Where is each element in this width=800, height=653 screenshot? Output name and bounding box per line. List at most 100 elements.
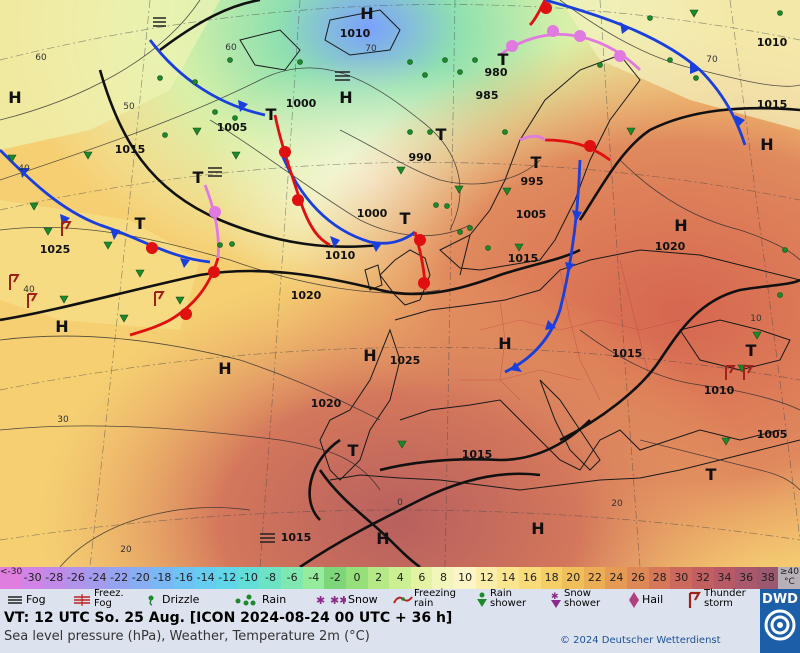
color-scale-cell: 22 xyxy=(583,567,606,589)
color-scale-cell: -6 xyxy=(281,567,304,589)
fog-icon xyxy=(6,593,24,607)
color-scale-cell: 36 xyxy=(735,567,758,589)
color-scale-cell: -24 xyxy=(86,567,109,589)
cold-front xyxy=(278,149,416,245)
graticule xyxy=(0,0,800,567)
map-footer: VT: 12 UTC So. 25 Aug. [ICON 2024-08-24 … xyxy=(0,610,760,653)
pressure-label: 1005 xyxy=(757,428,788,441)
color-scale-cell: 30 xyxy=(670,567,693,589)
color-scale-cell: 10 xyxy=(454,567,477,589)
dwd-logo: DWD xyxy=(760,589,800,653)
legend-hail-label: Hail xyxy=(642,593,664,606)
temperature-contour-label: 10 xyxy=(750,314,762,324)
high-center-label: H xyxy=(339,88,352,107)
occluded-front xyxy=(203,184,220,259)
high-center-label: H xyxy=(218,359,231,378)
thin-isolines xyxy=(0,0,800,567)
color-scale-cell: 24 xyxy=(605,567,628,589)
thick-isobars xyxy=(0,0,800,567)
high-center-label: H xyxy=(363,346,376,365)
temperature-contour-label: 60 xyxy=(225,43,237,53)
drizzle-icon xyxy=(146,593,160,607)
legend-rain-label: Rain xyxy=(262,593,287,606)
color-scale-cell: 12 xyxy=(475,567,498,589)
copyright: © 2024 Deutscher Wetterdienst xyxy=(560,635,721,646)
color-scale-cell: -28 xyxy=(43,567,66,589)
legend-freezing-fog-label: Freez. Fog xyxy=(94,588,124,609)
dwd-swirl-icon xyxy=(764,609,796,641)
shower-symbols xyxy=(7,9,762,449)
high-center-label: H xyxy=(674,216,687,235)
color-scale-cell: 26 xyxy=(627,567,650,589)
pressure-label: 1015 xyxy=(508,252,539,265)
color-scale-cell: 14 xyxy=(497,567,520,589)
legend-thunderstorm-label: Thunder storm xyxy=(704,588,746,609)
color-scale-cell: 16 xyxy=(518,567,542,589)
color-scale-cell: 0 xyxy=(345,567,369,589)
freezing-fog-icon xyxy=(72,593,92,607)
valid-time: VT: 12 UTC So. 25 Aug. [ICON 2024-08-24 … xyxy=(4,610,453,626)
front-symbols xyxy=(20,2,745,372)
high-center-label: H xyxy=(760,135,773,154)
low-center-label: T xyxy=(135,214,146,233)
temperature-contour-label: 40 xyxy=(18,164,30,174)
color-scale-cell: 28 xyxy=(648,567,671,589)
low-center-label: T xyxy=(266,105,277,124)
occluded-front xyxy=(519,134,546,142)
country-borders xyxy=(460,259,681,401)
hail-icon xyxy=(628,591,640,609)
pressure-label: 1005 xyxy=(217,121,248,134)
svg-text:✱: ✱ xyxy=(316,594,325,607)
color-scale-cell: 6 xyxy=(410,567,433,589)
high-center-label: H xyxy=(531,519,544,538)
color-scale-cell: -2 xyxy=(324,567,347,589)
pressure-label: 980 xyxy=(485,66,508,79)
color-scale-cell: -4 xyxy=(302,567,325,589)
pressure-label: 1010 xyxy=(704,384,735,397)
color-scale-cell: 2 xyxy=(367,567,390,589)
freezing-rain-icon xyxy=(392,593,414,607)
legend-drizzle-label: Drizzle xyxy=(162,593,200,606)
svg-text:✱: ✱ xyxy=(551,592,559,602)
color-scale-cell: <-30 xyxy=(0,567,22,589)
temperature-contour-labels: 60 50 40 40 30 20 60 70 70 20 10 0 xyxy=(18,43,762,555)
color-scale-cell: 18 xyxy=(540,567,563,589)
color-scale-cell: ≥40 °C xyxy=(778,567,800,589)
color-scale-cell: -30 xyxy=(21,567,44,589)
pressure-label: 1010 xyxy=(340,27,371,40)
color-scale-cell: -16 xyxy=(172,567,196,589)
high-center-label: H xyxy=(8,88,21,107)
pressure-label: 1010 xyxy=(757,36,788,49)
color-scale-cell: 38 xyxy=(756,567,779,589)
map-description: Sea level pressure (hPa), Weather, Tempe… xyxy=(4,629,370,644)
temperature-contour-label: 20 xyxy=(120,545,132,555)
color-scale-cell: 8 xyxy=(432,567,455,589)
low-center-label: T xyxy=(746,341,757,360)
cold-front xyxy=(148,39,266,117)
pressure-label: 1000 xyxy=(357,207,388,220)
legend-snow-label: Snow xyxy=(348,593,378,606)
color-scale-cell: 4 xyxy=(389,567,412,589)
high-center-label: H xyxy=(498,334,511,353)
weather-symbol-legend: Fog Freez. Fog Drizzle Rain ✱ ✱✱ Snow Fre… xyxy=(0,589,760,611)
temperature-contour-label: 0 xyxy=(397,498,403,508)
color-scale-cell: -20 xyxy=(129,567,152,589)
color-scale-cell: 20 xyxy=(562,567,585,589)
low-center-label: T xyxy=(193,168,204,187)
pressure-label: 1015 xyxy=(462,448,493,461)
pressure-label: 1025 xyxy=(390,354,421,367)
low-center-label: T xyxy=(348,441,359,460)
low-center-label: T xyxy=(531,153,542,172)
color-scale-cell: -14 xyxy=(194,567,217,589)
pressure-label: 1020 xyxy=(311,397,342,410)
warm-front xyxy=(544,138,611,162)
low-pressure-centers: T T T T T T T T T T xyxy=(135,50,757,484)
high-pressure-centers: H H H H H H H H H H H xyxy=(8,4,773,548)
color-scale-cell: -22 xyxy=(108,567,131,589)
precipitation-symbols xyxy=(157,10,788,298)
pressure-label: 1015 xyxy=(115,143,146,156)
warm-front xyxy=(129,257,220,337)
pressure-label: 985 xyxy=(476,89,499,102)
